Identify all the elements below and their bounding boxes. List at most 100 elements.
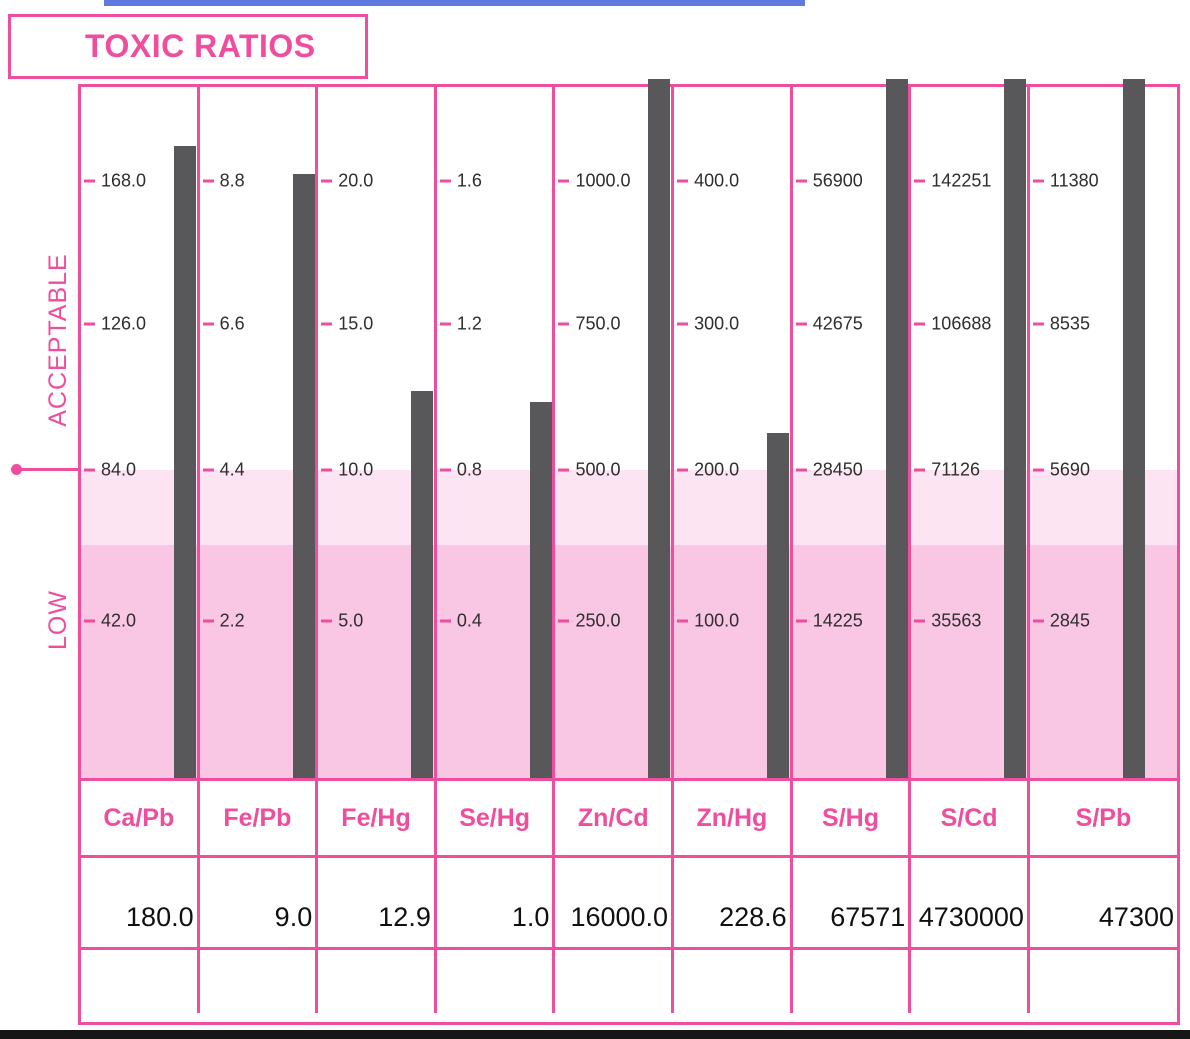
tick-label: 10.0 xyxy=(338,459,374,480)
ratio-column-s-hg: 56900 42675 28450 14225 xyxy=(793,79,912,778)
tick-label: 71126 xyxy=(931,459,981,480)
tick-label: 2.2 xyxy=(219,610,245,631)
tick-label: 1000.0 xyxy=(575,170,631,191)
bottom-edge-bar xyxy=(0,1030,1190,1039)
tick-mark-icon xyxy=(202,619,214,623)
ratio-name-cell: Zn/Hg xyxy=(674,781,793,855)
tick-mark-icon xyxy=(677,619,689,623)
threshold-marker-dot xyxy=(11,464,22,475)
tick-label: 5.0 xyxy=(338,610,364,631)
axis-tick: 1.6 xyxy=(439,171,482,192)
tick-mark-icon xyxy=(321,468,333,472)
tick-mark-icon xyxy=(439,322,451,326)
tick-label: 750.0 xyxy=(575,313,621,334)
axis-tick: 0.4 xyxy=(439,611,482,632)
ratio-value-cell: 12.9 xyxy=(318,858,437,947)
tick-mark-icon xyxy=(439,619,451,623)
axis-tick: 100.0 xyxy=(677,611,739,632)
axis-tick: 126.0 xyxy=(84,314,146,335)
axis-tick: 2845 xyxy=(1032,610,1090,632)
tick-mark-icon xyxy=(439,468,451,472)
ratio-value-cell: 228.6 xyxy=(674,858,793,947)
acceptable-zone-label: ACCEPTABLE xyxy=(43,253,72,427)
empty-cell xyxy=(318,950,437,1013)
title-box: TOXIC RATIOS xyxy=(8,14,368,79)
empty-cell xyxy=(674,950,793,1013)
axis-tick: 6.6 xyxy=(202,313,245,335)
tick-label: 106688 xyxy=(931,313,992,334)
ratio-name-cell: Zn/Cd xyxy=(555,781,675,855)
report-title: TOXIC RATIOS xyxy=(85,28,316,64)
tick-label: 42675 xyxy=(812,313,863,334)
tick-mark-icon xyxy=(321,619,333,623)
ratio-column-s-pb: 11380 8535 5690 2845 xyxy=(1030,79,1177,778)
tick-label: 200.0 xyxy=(694,459,740,480)
tick-mark-icon xyxy=(677,179,689,183)
tick-label: 28450 xyxy=(812,459,863,480)
ratio-column-fe-hg: 20.0 15.0 10.0 5.0 xyxy=(318,87,437,778)
axis-tick: 1000.0 xyxy=(558,170,631,192)
tick-label: 2845 xyxy=(1049,610,1090,631)
ratio-bar-fe-pb xyxy=(292,174,315,778)
tick-mark-icon xyxy=(321,179,333,183)
tick-label: 20.0 xyxy=(338,170,374,191)
tick-mark-icon xyxy=(677,322,689,326)
tick-label: 142251 xyxy=(931,170,992,191)
tick-label: 84.0 xyxy=(101,459,137,480)
tick-mark-icon xyxy=(1032,322,1044,326)
tick-mark-icon xyxy=(795,179,807,183)
tick-label: 6.6 xyxy=(219,313,245,334)
axis-tick: 500.0 xyxy=(558,459,621,481)
axis-tick: 2.2 xyxy=(202,610,245,632)
axis-tick: 400.0 xyxy=(677,171,739,192)
tick-mark-icon xyxy=(202,468,214,472)
empty-cell xyxy=(911,950,1030,1013)
tick-mark-icon xyxy=(1032,468,1044,472)
axis-tick: 28450 xyxy=(795,459,863,481)
ratio-bar-s-pb xyxy=(1122,79,1145,778)
axis-tick: 200.0 xyxy=(677,460,739,481)
ratio-bar-se-hg xyxy=(529,402,552,778)
axis-tick: 106688 xyxy=(914,314,991,335)
ratio-value-cell: 180.0 xyxy=(81,858,200,947)
empty-cell xyxy=(793,950,912,1013)
ratio-value-cell: 47300 xyxy=(1098,902,1174,932)
tick-mark-icon xyxy=(202,322,214,326)
axis-tick: 71126 xyxy=(914,460,980,481)
axis-tick: 56900 xyxy=(795,170,863,192)
tick-mark-icon xyxy=(914,179,926,183)
tick-label: 35563 xyxy=(931,610,982,631)
value-row: 180.0 9.0 12.9 1.0 16000.0 228.6 67571 4730000 4… xyxy=(81,855,1177,947)
low-zone-band xyxy=(81,545,1177,778)
tick-mark-icon xyxy=(558,619,570,623)
tick-label: 56900 xyxy=(812,170,863,191)
chart-columns: 168.0 126.0 84.0 42.0 8.8 6.6 4.4 2.2 20.0 15.0 10… xyxy=(81,79,1177,778)
ratio-value-cell: 1.0 xyxy=(437,858,556,947)
axis-tick: 142251 xyxy=(914,171,991,192)
top-divider-line xyxy=(104,0,805,6)
axis-tick: 168.0 xyxy=(84,171,146,192)
axis-tick: 750.0 xyxy=(558,313,621,335)
tick-mark-icon xyxy=(795,468,807,472)
tick-mark-icon xyxy=(914,322,926,326)
axis-tick: 300.0 xyxy=(677,314,739,335)
tick-mark-icon xyxy=(439,179,451,183)
tick-mark-icon xyxy=(914,468,926,472)
tick-label: 1.2 xyxy=(456,313,482,334)
ratio-bar-zn-hg xyxy=(767,433,790,778)
tick-label: 8535 xyxy=(1049,313,1090,334)
axis-tick: 42.0 xyxy=(84,611,136,632)
ratio-column-zn-hg: 400.0 300.0 200.0 100.0 xyxy=(674,87,793,778)
axis-tick: 35563 xyxy=(914,611,981,632)
tick-label: 5690 xyxy=(1049,459,1090,480)
axis-tick: 15.0 xyxy=(321,314,373,335)
axis-tick: 84.0 xyxy=(84,460,136,481)
tick-label: 168.0 xyxy=(101,170,147,191)
axis-tick: 14225 xyxy=(795,611,863,632)
tick-label: 500.0 xyxy=(575,459,621,480)
ratio-bar-zn-cd xyxy=(648,79,671,778)
ratio-value-cell: 9.0 xyxy=(200,858,319,947)
axis-tick: 20.0 xyxy=(321,171,373,192)
axis-tick: 250.0 xyxy=(558,611,621,632)
